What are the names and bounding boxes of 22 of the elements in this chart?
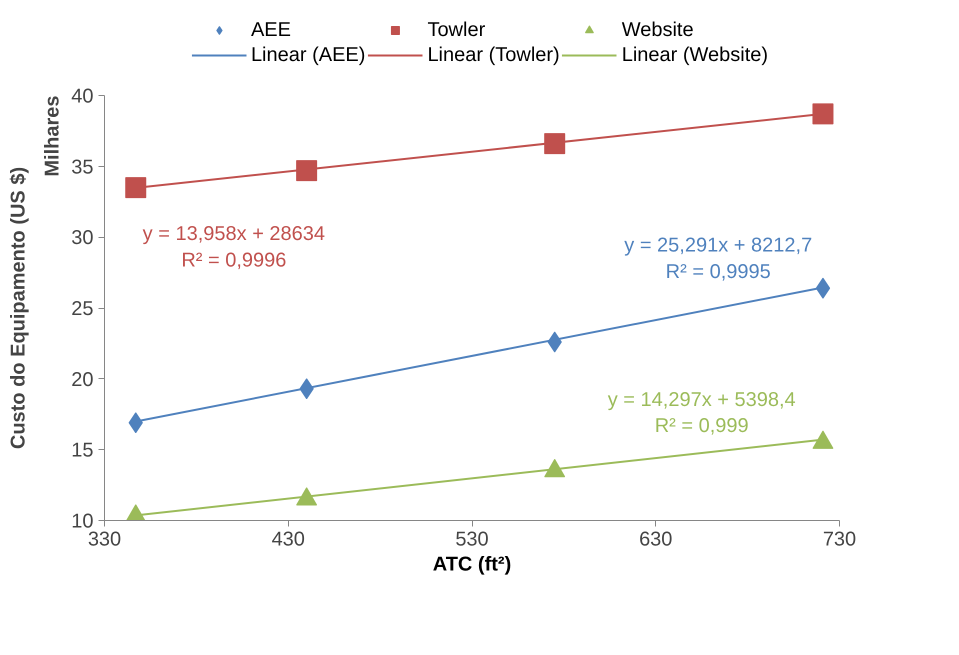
x-tick-label: 730 bbox=[822, 528, 856, 550]
x-tick-label: 630 bbox=[639, 528, 672, 550]
y-tick-label: 30 bbox=[71, 227, 94, 250]
y-tick-label: 40 bbox=[71, 86, 94, 108]
legend-label: Towler bbox=[427, 18, 486, 42]
legend-label: AEE bbox=[250, 18, 291, 42]
x-tick-label: 530 bbox=[455, 528, 489, 550]
x-tick-label: 430 bbox=[272, 528, 305, 550]
y-axis-title: Custo do Equipamento (US $) bbox=[8, 166, 30, 450]
annotation: y = 13,958x + 28634 R² = 0,9996 bbox=[142, 223, 326, 272]
annotation: y = 25,291x + 8212,7 R² = 0,9995 bbox=[624, 234, 812, 283]
y-tick-label: 15 bbox=[71, 440, 94, 462]
text: Milhares bbox=[42, 95, 64, 177]
y-tick-label: 25 bbox=[71, 298, 94, 320]
legend-label: Linear (Towler) bbox=[427, 44, 560, 66]
legend-label: Website bbox=[622, 18, 694, 42]
annotation: y = 14,297x + 5398,4 R² = 0,999 bbox=[608, 388, 796, 438]
legend-label: Linear (Website) bbox=[622, 44, 768, 66]
y-tick-label: 35 bbox=[71, 156, 94, 178]
y-tick-label: 20 bbox=[71, 368, 94, 391]
x-axis-title: ATC (ft²) bbox=[432, 554, 512, 576]
legend-label: Linear (AEE) bbox=[250, 44, 366, 66]
